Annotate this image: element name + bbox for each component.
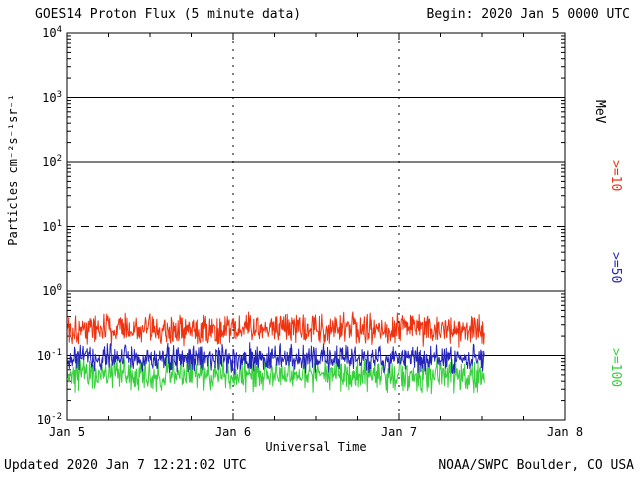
series-label-ge100: >=100 bbox=[608, 348, 623, 388]
series-label-ge50: >=50 bbox=[608, 252, 623, 284]
x-tick-label: Jan 5 bbox=[48, 425, 86, 439]
x-tick-label: Jan 6 bbox=[214, 425, 252, 439]
begin-label: Begin: 2020 Jan 5 0000 UTC bbox=[426, 7, 631, 22]
series-label-ge10: >=10 bbox=[608, 160, 623, 192]
credit-label: NOAA/SWPC Boulder, CO USA bbox=[438, 458, 634, 473]
x-tick-label: Jan 8 bbox=[546, 425, 584, 439]
y-tick-label: 104 bbox=[42, 25, 62, 40]
x-axis-label: Universal Time bbox=[265, 440, 367, 454]
chart-title: GOES14 Proton Flux (5 minute data) bbox=[35, 7, 302, 22]
x-tick-label: Jan 7 bbox=[380, 425, 418, 439]
y-tick-label: 100 bbox=[42, 283, 62, 298]
right-axis-unit-label: MeV bbox=[592, 100, 607, 124]
y-tick-label: 101 bbox=[42, 218, 62, 234]
plot-border bbox=[66, 32, 566, 421]
y-tick-label: 10-1 bbox=[36, 347, 62, 363]
y-tick-label: 103 bbox=[42, 89, 62, 105]
series-line->=50 bbox=[67, 342, 485, 375]
y-axis-label: Particles cm⁻²s⁻¹sr⁻¹ bbox=[6, 94, 20, 246]
updated-label: Updated 2020 Jan 7 12:21:02 UTC bbox=[4, 458, 247, 473]
series-line->=10 bbox=[67, 311, 485, 348]
y-tick-label: 10-2 bbox=[36, 412, 62, 427]
series-line->=100 bbox=[67, 356, 485, 395]
y-tick-label: 102 bbox=[42, 154, 62, 169]
